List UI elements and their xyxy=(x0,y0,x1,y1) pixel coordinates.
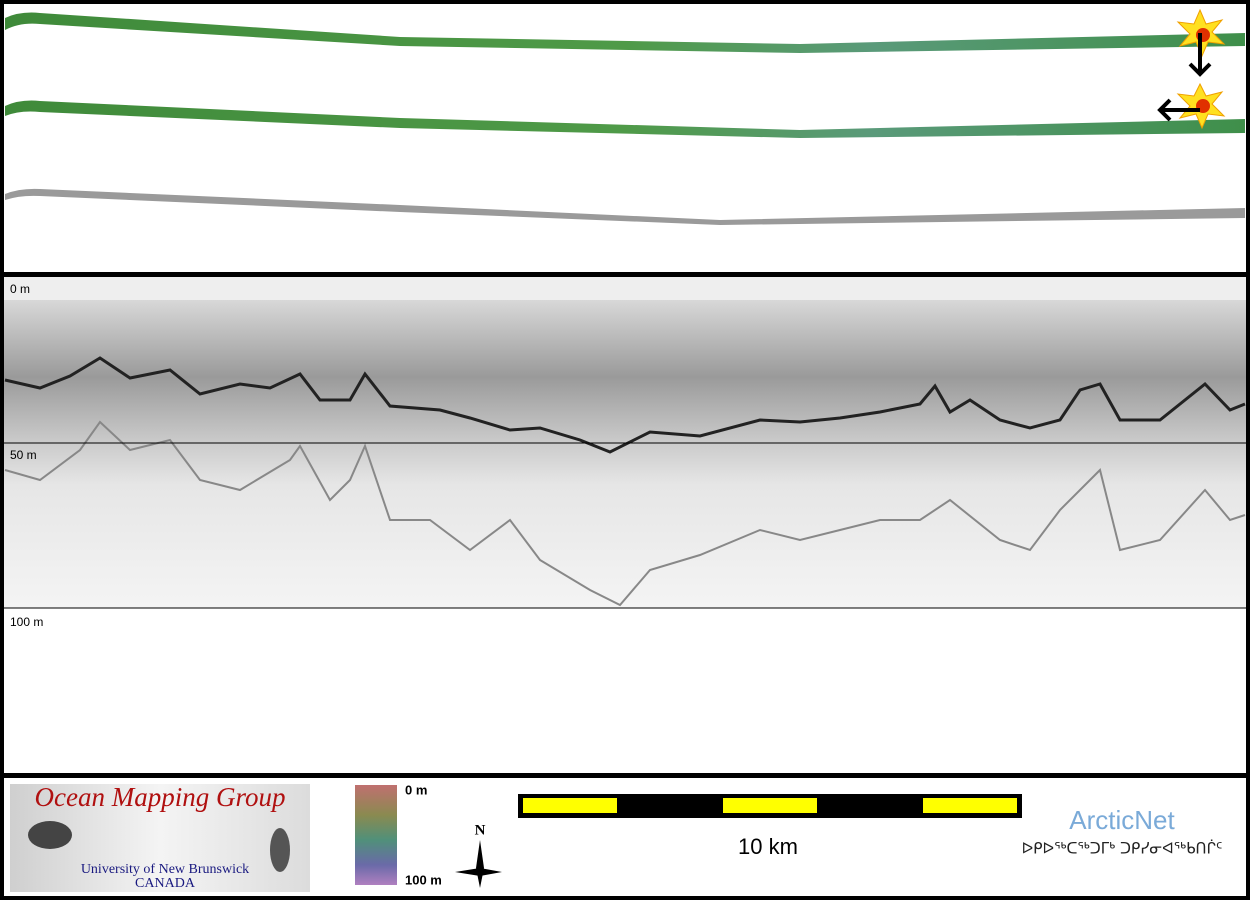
sonar-image xyxy=(4,300,1246,608)
track-strip xyxy=(5,188,1245,225)
logo-graphic xyxy=(270,828,290,872)
partner-name: ArcticNet xyxy=(1069,805,1175,835)
partner-syllabics: ᐅᑭᐅᖅᑕᖅᑐᒥᒃ ᑐᑭᓯᓂᐊᖅᑲᑎᒌᑦ xyxy=(1022,840,1223,858)
colorbar-label: 0 m xyxy=(405,782,427,797)
depth-label: 0 m xyxy=(10,282,30,296)
scale-bar xyxy=(518,794,1022,818)
colorbar xyxy=(355,785,397,885)
logo-title: Ocean Mapping Group xyxy=(35,782,286,812)
track-strip xyxy=(5,12,1245,53)
depth-label: 100 m xyxy=(10,615,43,629)
logo-graphic xyxy=(28,821,72,849)
depth-label: 50 m xyxy=(10,448,37,462)
water-column xyxy=(4,277,1246,300)
multiple-echo xyxy=(4,420,1246,607)
scale-label: 10 km xyxy=(738,834,798,859)
logo-country: CANADA xyxy=(135,876,196,891)
ship-icon xyxy=(1176,8,1226,77)
seabed-line xyxy=(4,356,1246,454)
colorbar-label: 100 m xyxy=(405,872,442,887)
ship-icon xyxy=(1157,82,1226,130)
compass: N xyxy=(455,822,502,888)
logo-university: University of New Brunswick xyxy=(81,862,249,877)
track-strip xyxy=(5,100,1245,138)
compass-label: N xyxy=(475,822,486,838)
